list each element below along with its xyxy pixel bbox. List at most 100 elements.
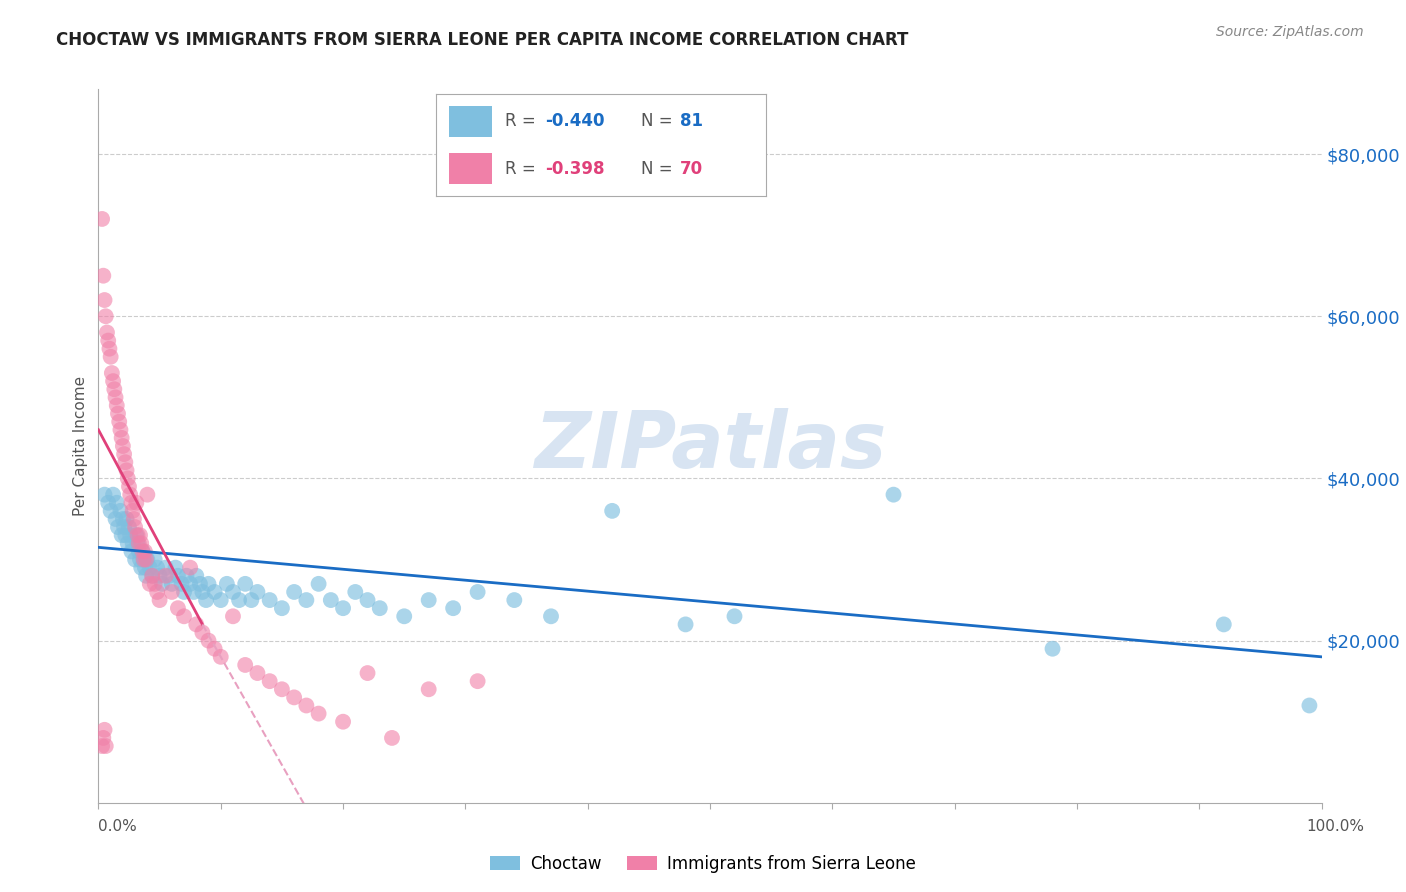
Point: [121, 536, 143, 550]
Point: [675, 617, 697, 632]
Point: [186, 617, 208, 632]
Point: [127, 536, 149, 550]
Point: [222, 585, 245, 599]
Point: [91, 268, 114, 283]
Text: N =: N =: [641, 160, 678, 178]
Point: [149, 593, 172, 607]
Point: [105, 399, 128, 413]
Point: [150, 577, 173, 591]
Text: R =: R =: [505, 160, 541, 178]
Point: [308, 577, 330, 591]
Point: [134, 560, 156, 574]
Point: [467, 674, 489, 689]
Point: [188, 577, 211, 591]
Point: [101, 366, 124, 380]
Point: [283, 585, 305, 599]
Point: [127, 528, 149, 542]
Point: [143, 552, 166, 566]
Point: [111, 512, 134, 526]
Point: [139, 577, 162, 591]
Point: [141, 568, 163, 582]
Text: 70: 70: [681, 160, 703, 178]
Point: [723, 609, 745, 624]
Point: [118, 520, 141, 534]
Point: [270, 682, 294, 697]
Point: [143, 577, 166, 591]
Point: [308, 706, 330, 721]
Point: [114, 455, 136, 469]
Point: [112, 447, 135, 461]
Point: [240, 593, 263, 607]
Point: [356, 593, 378, 607]
Point: [149, 568, 172, 582]
Point: [132, 552, 155, 566]
Point: [418, 593, 440, 607]
Point: [233, 577, 256, 591]
Point: [146, 585, 169, 599]
Point: [135, 552, 157, 566]
Point: [204, 641, 226, 656]
Point: [319, 593, 342, 607]
Point: [110, 504, 132, 518]
Point: [98, 342, 121, 356]
Point: [129, 552, 152, 566]
Point: [392, 609, 416, 624]
Point: [503, 593, 526, 607]
Point: [100, 350, 122, 364]
Point: [209, 649, 232, 664]
Point: [368, 601, 391, 615]
Point: [91, 731, 114, 745]
Text: Source: ZipAtlas.com: Source: ZipAtlas.com: [1216, 25, 1364, 39]
Point: [136, 488, 159, 502]
Point: [110, 423, 132, 437]
Text: -0.398: -0.398: [546, 160, 605, 178]
Point: [883, 488, 905, 502]
Point: [179, 560, 201, 574]
Point: [197, 633, 219, 648]
Point: [94, 739, 117, 753]
Point: [146, 560, 169, 574]
Point: [114, 528, 136, 542]
Point: [135, 568, 157, 582]
Point: [344, 585, 367, 599]
Point: [121, 504, 143, 518]
Point: [270, 601, 294, 615]
Point: [259, 674, 281, 689]
Point: [111, 431, 134, 445]
Point: [155, 568, 177, 582]
Point: [418, 682, 440, 697]
Point: [93, 488, 115, 502]
Point: [356, 666, 378, 681]
Point: [228, 593, 250, 607]
Point: [179, 577, 201, 591]
Point: [101, 374, 124, 388]
Point: [139, 560, 162, 574]
Point: [100, 504, 122, 518]
Point: [540, 609, 562, 624]
Point: [103, 382, 125, 396]
Point: [191, 625, 214, 640]
Point: [96, 326, 118, 340]
Point: [107, 407, 129, 421]
Point: [93, 293, 115, 307]
Point: [128, 536, 150, 550]
Point: [120, 544, 142, 558]
Point: [108, 415, 131, 429]
Text: 100.0%: 100.0%: [1306, 820, 1364, 834]
Point: [283, 690, 305, 705]
Point: [134, 544, 156, 558]
Point: [295, 698, 318, 713]
Point: [131, 544, 153, 558]
Point: [118, 479, 141, 493]
Point: [195, 593, 218, 607]
Point: [222, 609, 245, 624]
Point: [246, 585, 269, 599]
Point: [124, 520, 146, 534]
Point: [125, 528, 148, 542]
Point: [107, 520, 129, 534]
Point: [381, 731, 404, 745]
Point: [120, 496, 142, 510]
Point: [93, 723, 115, 737]
Point: [129, 560, 152, 574]
Point: [191, 585, 214, 599]
